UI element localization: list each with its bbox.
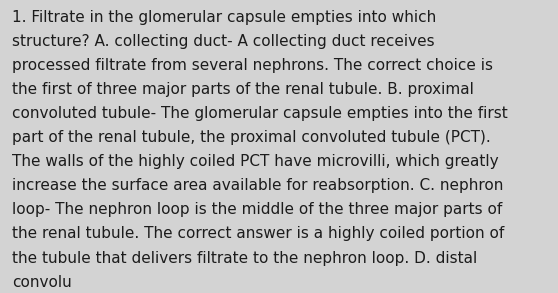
- Text: convoluted tubule- The glomerular capsule empties into the first: convoluted tubule- The glomerular capsul…: [12, 106, 508, 121]
- Text: the tubule that delivers filtrate to the nephron loop. D. distal: the tubule that delivers filtrate to the…: [12, 251, 478, 265]
- Text: processed filtrate from several nephrons. The correct choice is: processed filtrate from several nephrons…: [12, 58, 493, 73]
- Text: part of the renal tubule, the proximal convoluted tubule (PCT).: part of the renal tubule, the proximal c…: [12, 130, 491, 145]
- Text: 1. Filtrate in the glomerular capsule empties into which: 1. Filtrate in the glomerular capsule em…: [12, 10, 436, 25]
- Text: structure? A. collecting duct- A collecting duct receives: structure? A. collecting duct- A collect…: [12, 34, 435, 49]
- Text: the first of three major parts of the renal tubule. B. proximal: the first of three major parts of the re…: [12, 82, 474, 97]
- Text: convolu: convolu: [12, 275, 72, 289]
- Text: The walls of the highly coiled PCT have microvilli, which greatly: The walls of the highly coiled PCT have …: [12, 154, 499, 169]
- Text: increase the surface area available for reabsorption. C. nephron: increase the surface area available for …: [12, 178, 504, 193]
- Text: loop- The nephron loop is the middle of the three major parts of: loop- The nephron loop is the middle of …: [12, 202, 503, 217]
- Text: the renal tubule. The correct answer is a highly coiled portion of: the renal tubule. The correct answer is …: [12, 226, 504, 241]
